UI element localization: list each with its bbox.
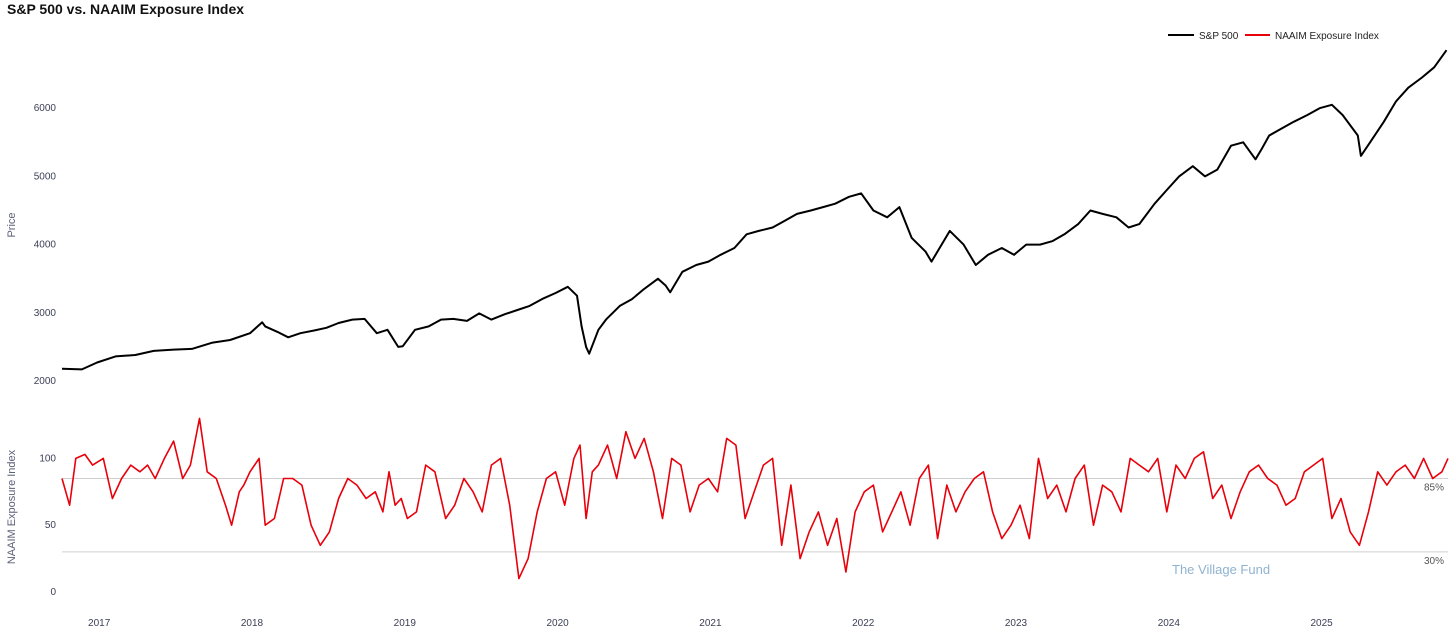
legend-label-naaim: NAAIM Exposure Index xyxy=(1275,31,1379,42)
price-y-tick-label: 5000 xyxy=(34,171,57,182)
x-tick-label: 2022 xyxy=(852,618,875,629)
price-y-ticks: 2000 3000 4000 5000 6000 xyxy=(34,103,57,387)
naaim-y-tick-label: 100 xyxy=(39,453,56,464)
x-tick-label: 2020 xyxy=(546,618,569,629)
x-tick-label: 2024 xyxy=(1158,618,1181,629)
chart-title: S&P 500 vs. NAAIM Exposure Index xyxy=(7,1,245,17)
legend-label-sp500: S&P 500 xyxy=(1199,31,1239,42)
reference-line-label: 85% xyxy=(1424,482,1444,493)
naaim-y-ticks: 0 50 100 xyxy=(39,453,56,598)
price-axis-title: Price xyxy=(6,212,18,237)
naaim-series-line xyxy=(61,417,1449,580)
price-y-tick-label: 2000 xyxy=(34,376,57,387)
x-tick-label: 2019 xyxy=(394,618,417,629)
x-tick-label: 2018 xyxy=(241,618,264,629)
naaim-y-tick-label: 0 xyxy=(50,587,56,598)
reference-line-label: 30% xyxy=(1424,556,1444,567)
price-y-tick-label: 3000 xyxy=(34,308,57,319)
x-ticks: 2017 2018 2019 2020 2021 2022 2023 2024 2025 xyxy=(88,618,1333,629)
x-tick-label: 2023 xyxy=(1005,618,1028,629)
sp500-series-line xyxy=(61,49,1448,371)
price-y-tick-label: 6000 xyxy=(34,103,57,114)
naaim-axis-title: NAAIM Exposure Index xyxy=(6,449,18,564)
naaim-y-tick-label: 50 xyxy=(45,520,57,531)
x-tick-label: 2025 xyxy=(1311,618,1334,629)
price-y-tick-label: 4000 xyxy=(34,240,57,251)
x-tick-label: 2021 xyxy=(699,618,722,629)
legend[interactable]: S&P 500 NAAIM Exposure Index xyxy=(1168,31,1379,42)
watermark: The Village Fund xyxy=(1172,562,1270,577)
x-tick-label: 2017 xyxy=(88,618,111,629)
